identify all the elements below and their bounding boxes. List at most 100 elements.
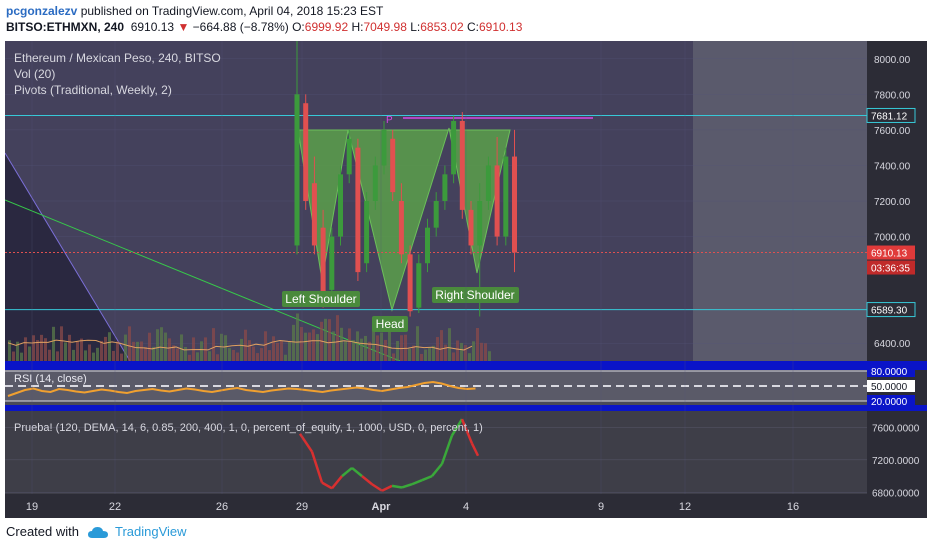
created-with: Created with — [6, 524, 79, 539]
volume-bar — [284, 354, 287, 361]
publish-info: published on TradingView.com, April 04, … — [80, 4, 384, 18]
x-tick-label: 4 — [463, 501, 469, 513]
volume-bar — [148, 332, 151, 361]
volume-bar — [384, 339, 387, 361]
x-tick-label: 16 — [787, 501, 799, 513]
volume-bar — [20, 352, 23, 361]
y-tick-label: 7200.00 — [874, 197, 911, 208]
low-label: L: — [410, 20, 421, 34]
volume-bar — [380, 332, 383, 361]
volume-bar — [460, 342, 463, 361]
volume-bar — [484, 343, 487, 361]
legend-title: Ethereum / Mexican Peso, 240, BITSO — [14, 51, 221, 65]
volume-bar — [16, 341, 19, 361]
last-price-label: 6910.13 — [871, 249, 908, 260]
volume-bar — [468, 353, 471, 361]
volume-bar — [324, 318, 327, 361]
candle-body — [451, 121, 457, 175]
volume-bar — [368, 341, 371, 361]
volume-bar — [448, 328, 451, 361]
volume-bar — [280, 340, 283, 361]
volume-bar — [68, 334, 71, 361]
tradingview-link[interactable]: TradingView — [114, 524, 187, 539]
legend-strategy: Prueba! (120, DEMA, 14, 6, 0.85, 200, 40… — [14, 422, 483, 434]
open-value: 6999.92 — [304, 20, 349, 34]
rsi-level-tag — [867, 380, 915, 392]
y-tick-label: 6400.00 — [874, 339, 911, 350]
close-label: C: — [466, 20, 479, 34]
strategy-pane[interactable] — [5, 411, 867, 494]
close-value: 6910.13 — [478, 20, 523, 34]
x-tick-label: 19 — [26, 501, 38, 513]
x-tick-label: 29 — [296, 501, 308, 513]
strategy-segment — [361, 475, 373, 486]
candles[interactable] — [294, 41, 518, 317]
volume-bar — [92, 352, 95, 361]
volume-bar — [316, 334, 319, 361]
volume-bar — [44, 338, 47, 361]
volume-bar — [308, 332, 311, 361]
candle-body — [433, 201, 439, 228]
candle-body — [425, 227, 430, 264]
head-shoulders-pattern — [297, 127, 511, 312]
symbol: BITSO:ETHMXN, 240 — [6, 20, 125, 34]
volume-bar — [88, 344, 91, 361]
candle-body — [320, 227, 326, 299]
volume-bar — [180, 334, 183, 361]
candle-body — [338, 174, 343, 237]
strategy-segment — [381, 484, 393, 492]
countdown-tag — [867, 260, 915, 275]
volume-bar — [56, 351, 59, 361]
volume-bar — [224, 335, 227, 361]
candle-body — [381, 129, 387, 166]
legend-volume: Vol (20) — [14, 67, 55, 81]
level-label: 6589.30 — [871, 306, 908, 317]
volume-bar — [244, 329, 247, 361]
rsi-line — [7, 380, 476, 397]
strategy-segment — [391, 484, 403, 489]
volume-bar — [140, 341, 143, 361]
volume-bar — [332, 331, 335, 361]
strategy-segment — [421, 474, 433, 482]
candle-body — [372, 165, 378, 201]
volume-bar — [24, 337, 27, 361]
high-value: 7049.98 — [363, 20, 407, 34]
volume-bar — [208, 351, 211, 361]
volume-bar — [76, 341, 79, 361]
volume-bar — [456, 340, 459, 361]
volume-bar — [40, 334, 43, 361]
down-arrow-icon: ▼ — [177, 20, 190, 34]
volume-bar — [200, 341, 203, 361]
wedge-trendline-upper — [5, 152, 131, 361]
last-price-tag — [867, 245, 915, 260]
volume-bar — [360, 338, 363, 361]
volume-bar — [28, 346, 31, 361]
last-price: 6910.13 — [130, 20, 175, 34]
volume-bar — [356, 331, 359, 361]
volume-bar — [312, 329, 315, 361]
strategy-segment — [331, 475, 343, 490]
candle-body — [477, 201, 483, 246]
legend-pivots: Pivots (Traditional, Weekly, 2) — [14, 83, 172, 97]
volume-bar — [328, 319, 331, 361]
volume-bar — [376, 335, 379, 361]
x-axis: 19 22 26 29 Apr 4 9 12 16 — [26, 41, 799, 513]
volume-bar — [276, 342, 279, 361]
author-link[interactable]: pcgonzalezv — [6, 4, 78, 18]
high-label: H: — [351, 20, 364, 34]
level-tag — [866, 302, 916, 318]
time-scale[interactable] — [5, 494, 927, 518]
rsi-level-tag — [867, 365, 915, 377]
volume-bar — [72, 349, 75, 361]
volume-bar — [228, 348, 231, 361]
volume-bar — [196, 352, 199, 361]
candle-body — [503, 156, 509, 237]
volume-bar — [32, 335, 35, 361]
volume-bar — [340, 327, 343, 361]
candle-body — [494, 165, 500, 237]
volume-bar — [412, 345, 415, 361]
candle-body — [398, 201, 404, 255]
volume-bar — [12, 351, 15, 361]
chart-canvas[interactable]: P 7681.12 6589.30 6910.13 03:36:35 Left Sho… — [0, 38, 932, 518]
volume-bar — [188, 354, 191, 361]
